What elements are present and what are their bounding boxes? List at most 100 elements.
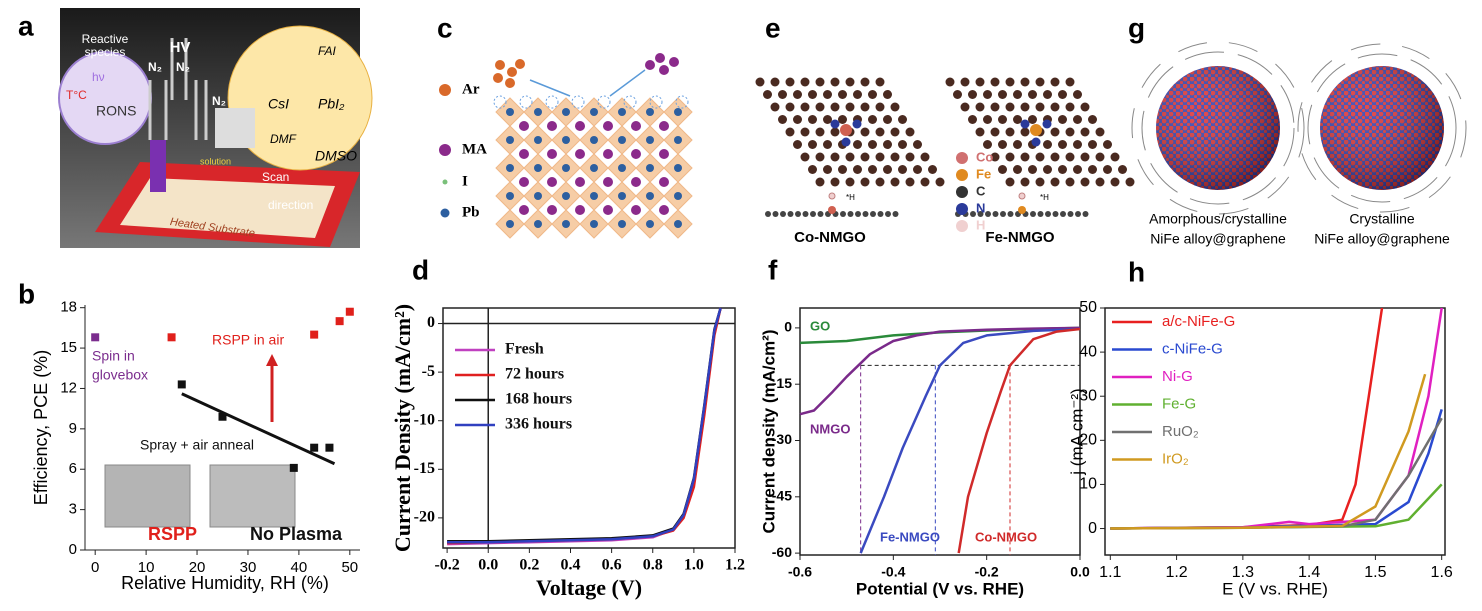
c-atom bbox=[1110, 177, 1120, 187]
panel-label: a bbox=[18, 10, 34, 41]
c-atom bbox=[975, 102, 985, 112]
c-atom bbox=[913, 165, 922, 174]
c-atom bbox=[883, 165, 892, 174]
ma-atom bbox=[603, 205, 613, 215]
label: N₂ bbox=[148, 60, 162, 74]
series-line bbox=[859, 327, 1081, 554]
caption: Crystalline bbox=[1349, 211, 1415, 227]
c-atom bbox=[890, 102, 900, 112]
c-atom bbox=[975, 77, 985, 87]
x-tick-label: 10 bbox=[138, 559, 155, 576]
y-tick-label: 0 bbox=[1088, 520, 1097, 537]
c-atom bbox=[860, 102, 870, 112]
n-atom bbox=[1042, 119, 1052, 129]
c-atom bbox=[785, 77, 795, 87]
x-tick-label: 0 bbox=[91, 559, 99, 576]
c-atom bbox=[823, 165, 832, 174]
h-atom bbox=[1018, 192, 1026, 200]
panel-label: b bbox=[18, 278, 35, 309]
y-tick-label: 0 bbox=[69, 541, 77, 558]
c-atom bbox=[808, 165, 817, 174]
c-atom bbox=[875, 152, 885, 162]
x-axis-title: Voltage (V) bbox=[536, 575, 642, 600]
pb-atom bbox=[562, 136, 570, 144]
legend-label: 168 hours bbox=[505, 391, 572, 408]
pb-atom bbox=[562, 192, 570, 200]
x-tick-label: 20 bbox=[189, 559, 206, 576]
ma-atom bbox=[655, 53, 665, 63]
label: T°C bbox=[66, 88, 87, 102]
pb-atom bbox=[646, 136, 654, 144]
metal-atom bbox=[1018, 206, 1026, 214]
c-atom bbox=[823, 115, 832, 124]
label: N₂ bbox=[176, 60, 190, 74]
label: FAI bbox=[318, 44, 336, 58]
ma-atom bbox=[519, 177, 529, 187]
legend-swatch bbox=[956, 169, 968, 181]
y-tick-label: -10 bbox=[414, 411, 435, 428]
ma-atom bbox=[547, 177, 557, 187]
c-atom bbox=[1005, 77, 1015, 87]
pb-atom bbox=[562, 108, 570, 116]
pb-atom bbox=[590, 192, 598, 200]
c-atom bbox=[1088, 115, 1097, 124]
arrow-head bbox=[266, 354, 278, 366]
c-atom bbox=[1013, 115, 1022, 124]
c-atom bbox=[905, 127, 915, 137]
ma-atom bbox=[547, 205, 557, 215]
y-tick-label: -20 bbox=[414, 509, 435, 526]
panel-label: d bbox=[412, 254, 429, 285]
n-atom bbox=[852, 119, 862, 129]
side-atom bbox=[1067, 211, 1074, 217]
c-atom bbox=[890, 152, 900, 162]
plot-frame bbox=[442, 307, 736, 549]
c-atom bbox=[953, 90, 962, 99]
ma-atom bbox=[659, 149, 669, 159]
ma-atom bbox=[603, 177, 613, 187]
c-atom bbox=[968, 115, 977, 124]
c-atom bbox=[868, 115, 877, 124]
annotation: RSPP in air bbox=[212, 332, 284, 348]
c-atom bbox=[778, 115, 787, 124]
c-atom bbox=[860, 77, 870, 87]
c-atom bbox=[868, 140, 877, 149]
ma-atom bbox=[631, 177, 641, 187]
legend-label: MA bbox=[462, 141, 487, 157]
legend-label: RuO₂ bbox=[1162, 423, 1199, 440]
label: Scan bbox=[262, 170, 289, 184]
y-tick-label: 12 bbox=[60, 379, 77, 396]
graphene-shell bbox=[1141, 51, 1295, 205]
ma-atom bbox=[519, 205, 529, 215]
label: CsI bbox=[268, 96, 289, 112]
side-atom bbox=[885, 211, 891, 217]
c-atom bbox=[1058, 140, 1067, 149]
vacancy bbox=[649, 95, 663, 109]
c-atom bbox=[1035, 152, 1045, 162]
x-tick-label: 0.0 bbox=[478, 557, 498, 574]
c-atom bbox=[815, 152, 825, 162]
annotation: Spin in bbox=[92, 348, 135, 364]
side-atom bbox=[1075, 211, 1081, 217]
x-tick-label: 1.1 bbox=[1099, 564, 1121, 581]
label: RONS bbox=[96, 103, 136, 119]
pb-atom bbox=[674, 220, 682, 228]
pb-atom bbox=[646, 192, 654, 200]
ar-atom bbox=[505, 78, 515, 88]
series-label: GO bbox=[810, 318, 830, 333]
y-tick-label: 3 bbox=[69, 501, 77, 518]
c-atom bbox=[1020, 177, 1030, 187]
point bbox=[218, 412, 227, 421]
y-tick-label: 15 bbox=[60, 339, 77, 356]
metal-atom bbox=[1030, 124, 1042, 136]
y-tick-label: -45 bbox=[772, 488, 792, 504]
c-atom bbox=[815, 102, 825, 112]
label: DMF bbox=[270, 132, 297, 146]
c-atom bbox=[830, 177, 840, 187]
c-atom bbox=[1058, 115, 1067, 124]
c-atom bbox=[1028, 115, 1037, 124]
c-atom bbox=[1020, 127, 1030, 137]
c-atom bbox=[1065, 177, 1075, 187]
c-atom bbox=[1065, 102, 1075, 112]
ma-atom bbox=[519, 149, 529, 159]
x-tick-label: 1.4 bbox=[1298, 564, 1320, 581]
